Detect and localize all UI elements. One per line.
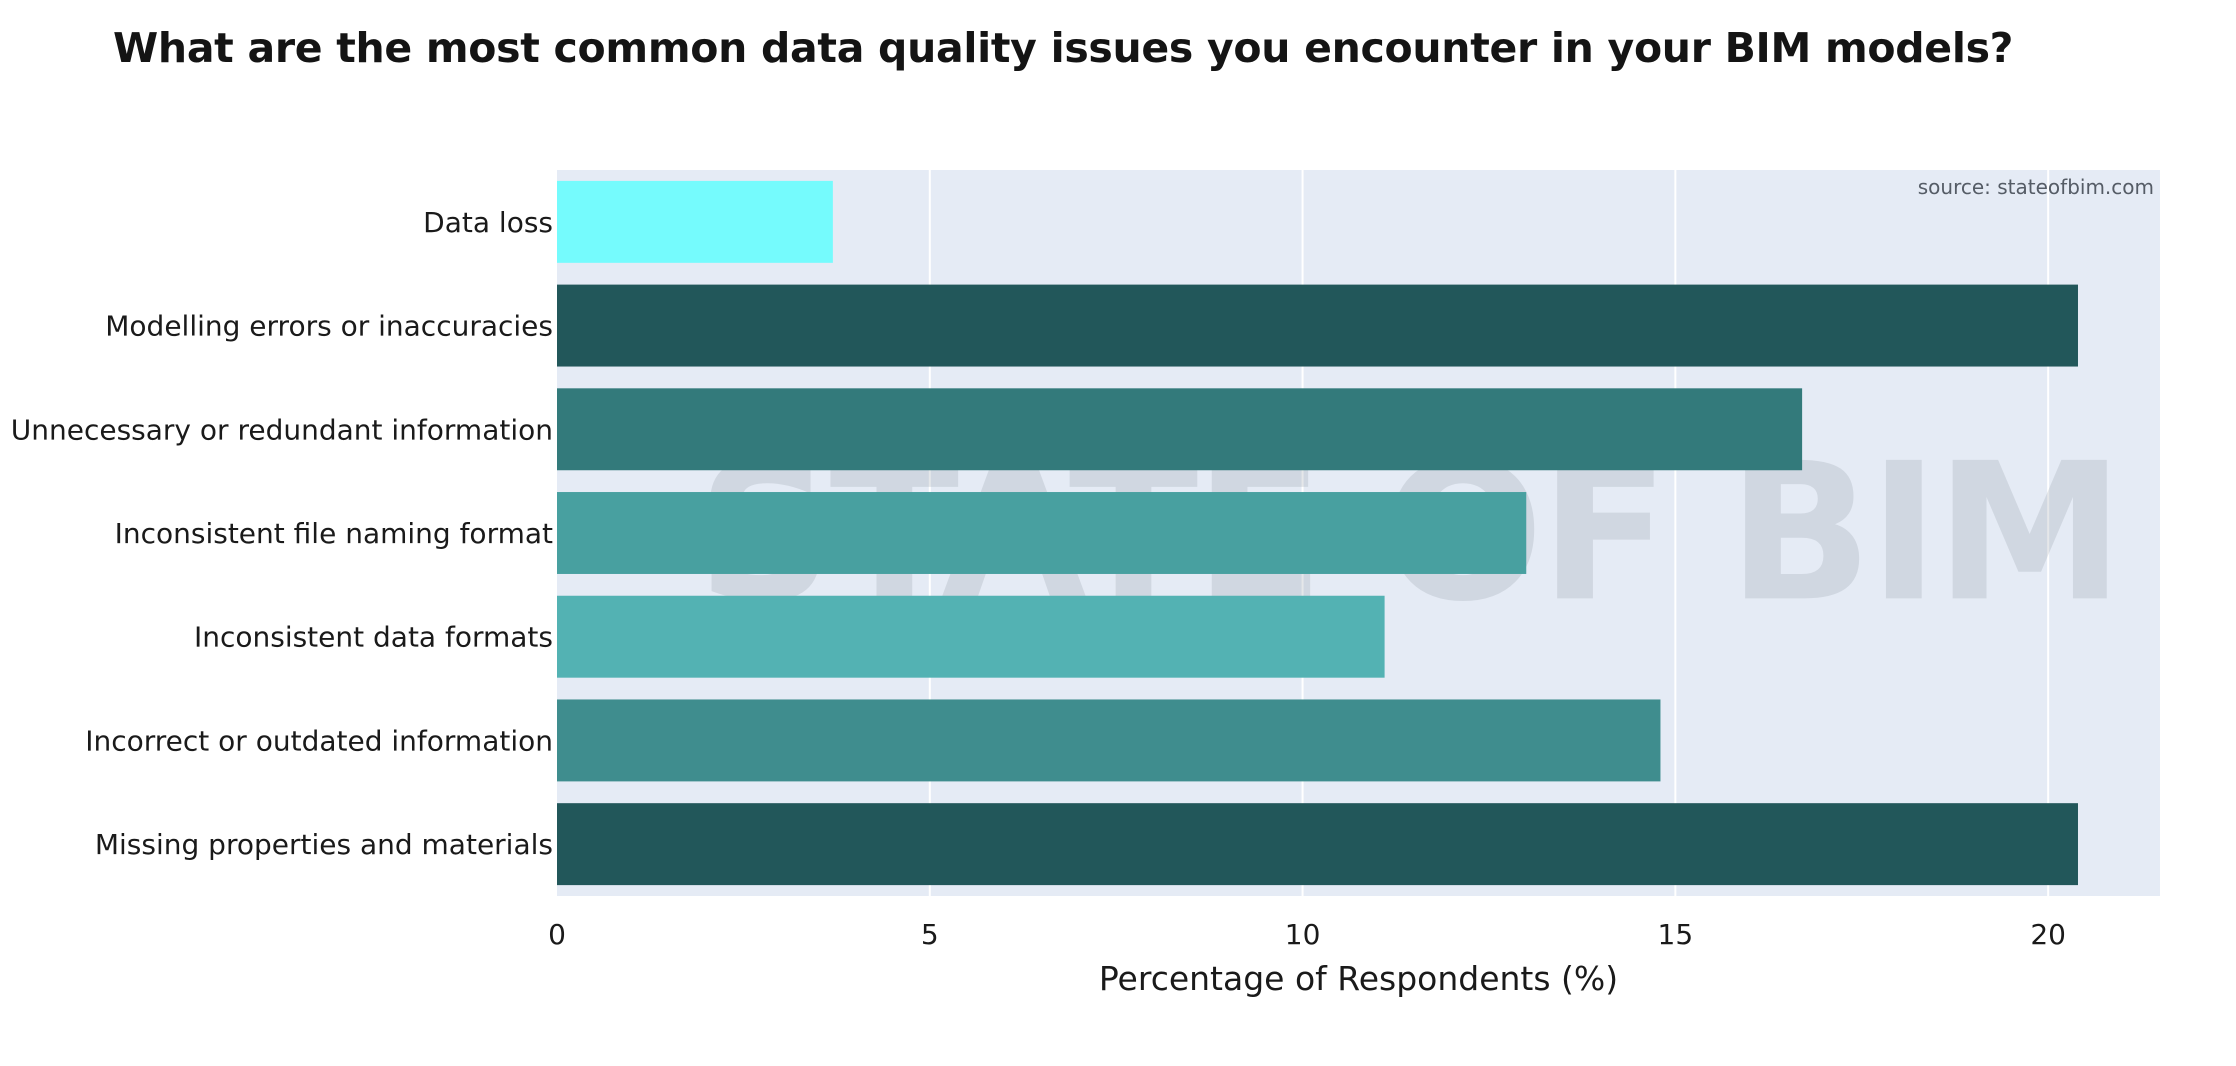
bar [557,492,1527,574]
x-tick-label: 5 [921,918,939,951]
x-tick-label: 0 [548,918,566,951]
category-label: Inconsistent file naming format [115,517,553,550]
x-tick-label: 20 [2030,918,2066,951]
category-label: Inconsistent data formats [194,621,553,654]
x-tick-label: 15 [1658,918,1694,951]
category-labels: Data loss Modelling errors or inaccuracie… [11,206,553,861]
bar [557,180,833,263]
category-label: Incorrect or outdated information [85,724,553,757]
x-tick-labels: 0 5 10 15 20 [548,918,2066,951]
category-label: Unnecessary or redundant information [11,413,553,446]
category-label: Data loss [423,206,553,239]
bar [557,284,2078,367]
bar [557,388,1803,471]
bar [557,803,2078,886]
bar [557,595,1385,678]
bars [557,180,2078,886]
category-label: Modelling errors or inaccuracies [105,310,553,343]
x-axis-title: Percentage of Respondents (%) [1099,959,1618,998]
source-annotation: source: stateofbim.com [1918,175,2154,199]
bar [557,699,1661,782]
category-label: Missing properties and materials [95,828,553,861]
chart-title: What are the most common data quality is… [113,24,2014,72]
x-tick-label: 10 [1285,918,1321,951]
